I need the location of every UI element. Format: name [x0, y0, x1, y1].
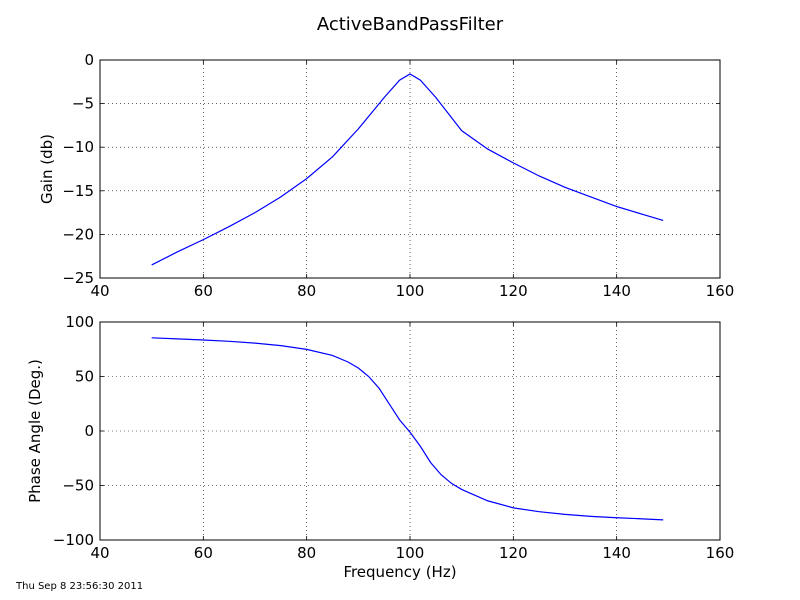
gain-x-tick-label: 80 — [297, 282, 316, 300]
phase-x-tick-label: 120 — [499, 544, 528, 562]
phase-x-tick-label: 80 — [297, 544, 316, 562]
gain-x-tick-label: 140 — [602, 282, 631, 300]
gain-grid — [100, 60, 720, 278]
phase-y-axis-label: Phase Angle (Deg.) — [26, 359, 44, 503]
gain-x-tick-labels: 40 60 80 100 120 140 160 — [90, 282, 734, 300]
gain-x-tick-label: 160 — [706, 282, 735, 300]
gain-x-tick-label: 100 — [396, 282, 425, 300]
phase-x-tick-label: 140 — [602, 544, 631, 562]
phase-subplot: 40 60 80 100 120 140 160 −100 −50 0 50 100 Phase A… — [26, 313, 734, 581]
gain-y-tick-label: −5 — [72, 95, 94, 113]
phase-y-tick-label: 50 — [75, 368, 94, 386]
phase-y-tick-label: 100 — [65, 313, 94, 331]
phase-curve — [151, 337, 664, 521]
gain-y-tick-label: 0 — [84, 51, 94, 69]
gain-x-tick-label: 40 — [90, 282, 109, 300]
phase-ticks — [99, 321, 721, 541]
gain-curve — [151, 73, 664, 266]
phase-y-tick-labels: −100 −50 0 50 100 — [53, 313, 94, 549]
phase-x-tick-label: 40 — [90, 544, 109, 562]
phase-x-tick-label: 160 — [706, 544, 735, 562]
gain-y-axis-label: Gain (db) — [38, 134, 56, 204]
gain-y-tick-label: −25 — [62, 269, 94, 287]
frequency-x-axis-label: Frequency (Hz) — [343, 563, 456, 581]
phase-x-tick-label: 60 — [194, 544, 213, 562]
gain-x-tick-label: 120 — [499, 282, 528, 300]
phase-grid — [100, 322, 720, 540]
gain-subplot: 40 60 80 100 120 140 160 −25 −20 −15 −10 −5 0 Gain … — [38, 51, 734, 300]
gain-y-tick-label: −20 — [62, 225, 94, 243]
phase-x-tick-label: 100 — [396, 544, 425, 562]
gain-y-tick-labels: −25 −20 −15 −10 −5 0 — [62, 51, 94, 287]
timestamp-text: Thu Sep 8 23:56:30 2011 — [15, 581, 143, 592]
phase-x-tick-labels: 40 60 80 100 120 140 160 — [90, 544, 734, 562]
gain-x-tick-label: 60 — [194, 282, 213, 300]
gain-y-tick-label: −10 — [62, 138, 94, 156]
gain-ticks — [99, 59, 721, 279]
figure-title: ActiveBandPassFilter — [317, 14, 504, 35]
phase-y-tick-label: −50 — [62, 477, 94, 495]
phase-y-tick-label: 0 — [84, 422, 94, 440]
phase-y-tick-label: −100 — [53, 531, 94, 549]
gain-y-tick-label: −15 — [62, 182, 94, 200]
